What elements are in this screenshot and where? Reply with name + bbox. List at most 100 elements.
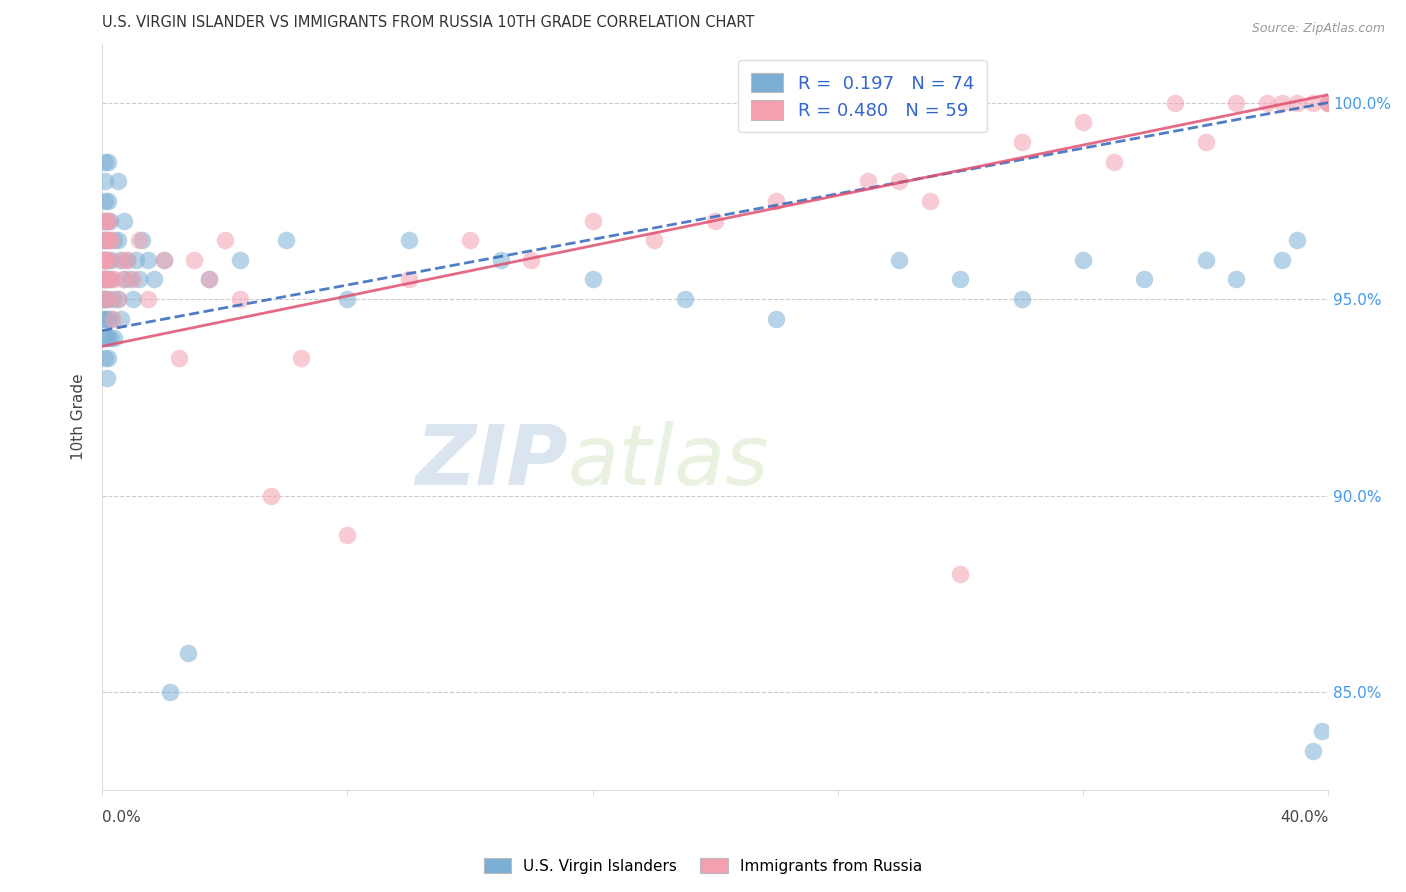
Point	[1286, 95, 1309, 110]
Point	[94, 272, 117, 286]
Point	[100, 233, 122, 247]
Point	[1317, 95, 1340, 110]
Point	[115, 252, 138, 267]
Point	[489, 252, 512, 267]
Point	[152, 252, 174, 267]
Y-axis label: 10th Grade: 10th Grade	[72, 374, 86, 460]
Point	[98, 331, 121, 345]
Point	[125, 252, 148, 267]
Point	[98, 233, 121, 247]
Point	[96, 331, 118, 345]
Point	[115, 252, 138, 267]
Point	[103, 233, 125, 247]
Text: Source: ZipAtlas.com: Source: ZipAtlas.com	[1251, 22, 1385, 36]
Point	[94, 292, 117, 306]
Point	[96, 233, 118, 247]
Point	[229, 292, 252, 306]
Point	[143, 272, 166, 286]
Point	[152, 252, 174, 267]
Point	[1317, 95, 1340, 110]
Point	[97, 154, 120, 169]
Point	[128, 233, 150, 247]
Point	[398, 272, 420, 286]
Point	[94, 252, 117, 267]
Point	[93, 233, 115, 247]
Point	[96, 252, 118, 267]
Point	[93, 311, 115, 326]
Point	[101, 311, 124, 326]
Point	[1302, 744, 1324, 758]
Point	[458, 233, 481, 247]
Point	[887, 252, 910, 267]
Point	[98, 272, 121, 286]
Point	[918, 194, 941, 208]
Point	[94, 272, 117, 286]
Point	[1011, 135, 1033, 149]
Point	[581, 272, 603, 286]
Point	[1225, 272, 1247, 286]
Point	[198, 272, 221, 286]
Point	[1011, 292, 1033, 306]
Point	[128, 272, 150, 286]
Point	[1286, 233, 1309, 247]
Point	[97, 233, 120, 247]
Point	[1302, 95, 1324, 110]
Point	[110, 252, 132, 267]
Point	[93, 252, 115, 267]
Point	[94, 272, 117, 286]
Point	[107, 292, 129, 306]
Point	[260, 489, 283, 503]
Text: 0.0%: 0.0%	[103, 810, 141, 825]
Point	[94, 174, 117, 188]
Point	[93, 252, 115, 267]
Text: U.S. VIRGIN ISLANDER VS IMMIGRANTS FROM RUSSIA 10TH GRADE CORRELATION CHART: U.S. VIRGIN ISLANDER VS IMMIGRANTS FROM …	[103, 15, 755, 30]
Point	[94, 351, 117, 365]
Point	[581, 213, 603, 227]
Point	[858, 174, 880, 188]
Point	[97, 311, 120, 326]
Point	[100, 272, 122, 286]
Point	[96, 213, 118, 227]
Point	[93, 272, 115, 286]
Point	[110, 252, 132, 267]
Text: 40.0%: 40.0%	[1279, 810, 1329, 825]
Point	[673, 292, 696, 306]
Point	[274, 233, 297, 247]
Point	[94, 213, 117, 227]
Point	[96, 370, 118, 384]
Point	[100, 311, 122, 326]
Point	[229, 252, 252, 267]
Point	[643, 233, 665, 247]
Point	[112, 272, 135, 286]
Point	[118, 272, 141, 286]
Point	[177, 646, 200, 660]
Point	[1256, 95, 1278, 110]
Point	[1194, 135, 1216, 149]
Point	[103, 331, 125, 345]
Point	[93, 292, 115, 306]
Point	[94, 252, 117, 267]
Point	[112, 272, 135, 286]
Point	[121, 272, 143, 286]
Point	[112, 213, 135, 227]
Text: atlas: atlas	[568, 421, 769, 502]
Point	[107, 174, 129, 188]
Point	[93, 233, 115, 247]
Point	[1102, 154, 1125, 169]
Point	[107, 292, 129, 306]
Point	[887, 174, 910, 188]
Legend: U.S. Virgin Islanders, Immigrants from Russia: U.S. Virgin Islanders, Immigrants from R…	[478, 852, 928, 880]
Point	[93, 292, 115, 306]
Point	[136, 252, 159, 267]
Point	[97, 194, 120, 208]
Point	[1271, 252, 1294, 267]
Point	[198, 272, 221, 286]
Point	[103, 272, 125, 286]
Point	[96, 292, 118, 306]
Point	[183, 252, 205, 267]
Point	[1225, 95, 1247, 110]
Legend: R =  0.197   N = 74, R = 0.480   N = 59: R = 0.197 N = 74, R = 0.480 N = 59	[738, 60, 987, 132]
Point	[290, 351, 312, 365]
Point	[704, 213, 727, 227]
Point	[97, 351, 120, 365]
